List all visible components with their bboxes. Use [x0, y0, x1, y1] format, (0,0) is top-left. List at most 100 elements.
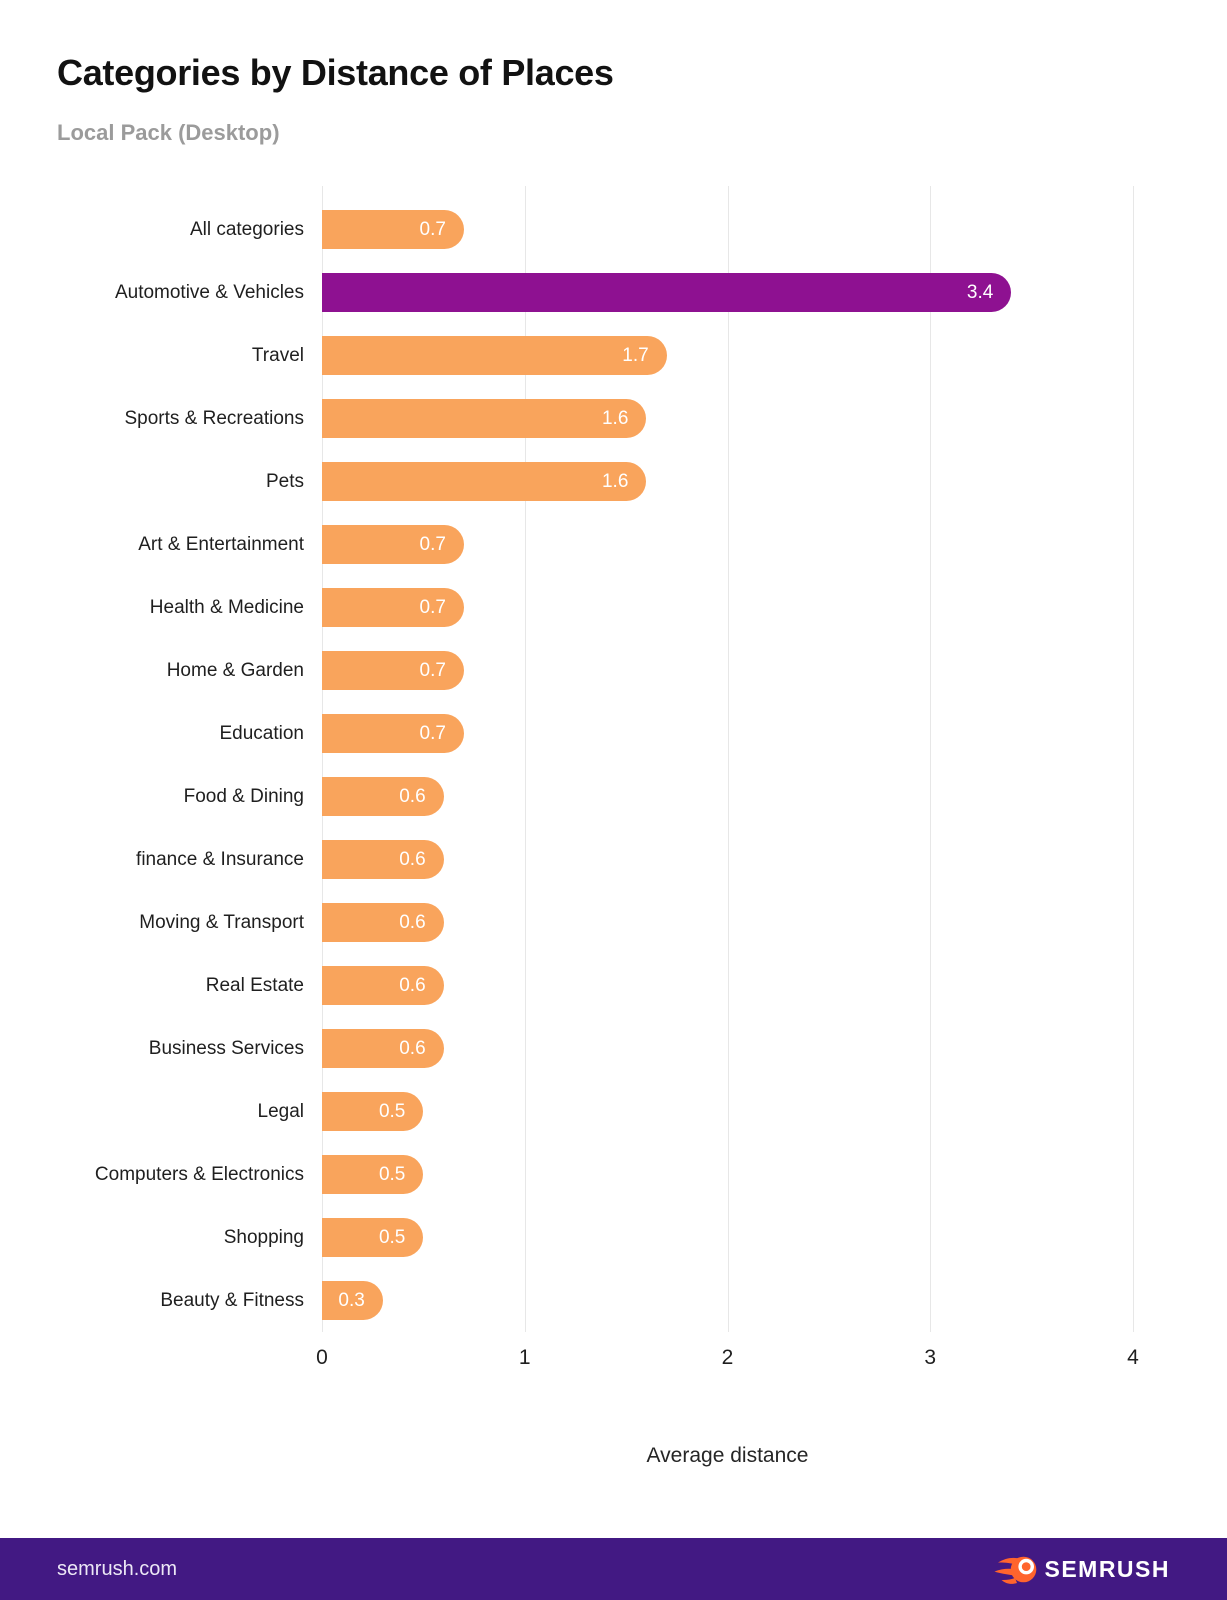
- category-row: Business Services 0.6: [57, 1017, 1133, 1080]
- bar-value-label: 0.6: [399, 1037, 426, 1059]
- bar-value-label: 0.7: [419, 596, 446, 618]
- bar: 1.6: [322, 399, 647, 438]
- category-label: Health & Medicine: [149, 596, 304, 618]
- bar: 0.6: [322, 777, 444, 816]
- category-row: Computers & Electronics 0.5: [57, 1143, 1133, 1206]
- bar-chart: All categories 0.7 Automotive & Vehicles 3.…: [57, 186, 1139, 1468]
- bar: 0.6: [322, 966, 444, 1005]
- bar: 0.7: [322, 588, 464, 627]
- bar-track: 0.7: [322, 651, 1133, 690]
- semrush-logo: SEMRUSH: [994, 1553, 1170, 1586]
- bar-track: 0.6: [322, 840, 1133, 879]
- category-label: Computers & Electronics: [94, 1163, 304, 1185]
- bar-track: 1.6: [322, 399, 1133, 438]
- bar-track: 0.5: [322, 1218, 1133, 1257]
- chart-header: Categories by Distance of Places Local P…: [0, 0, 1227, 146]
- bar: 0.7: [322, 525, 464, 564]
- category-row: Pets 1.6: [57, 450, 1133, 513]
- bar-value-label: 0.6: [399, 785, 426, 807]
- bar-value-label: 0.7: [419, 659, 446, 681]
- bar-track: 0.6: [322, 1029, 1133, 1068]
- bar: 0.7: [322, 210, 464, 249]
- bar-track: 1.6: [322, 462, 1133, 501]
- category-label: Legal: [257, 1100, 305, 1122]
- category-label: Art & Entertainment: [138, 533, 304, 555]
- x-tick-4: 4: [1127, 1346, 1139, 1369]
- category-label: finance & Insurance: [136, 848, 304, 870]
- x-tick-1: 1: [518, 1346, 531, 1369]
- semrush-wordmark: SEMRUSH: [1044, 1555, 1170, 1582]
- grid-layer: [322, 186, 1134, 1332]
- bar: 1.7: [322, 336, 667, 375]
- category-label: Travel: [251, 344, 304, 366]
- category-row: Beauty & Fitness 0.3: [57, 1269, 1133, 1332]
- x-tick-2: 2: [721, 1346, 734, 1369]
- category-label: All categories: [189, 218, 304, 240]
- category-label: Sports & Recreations: [124, 407, 304, 429]
- bar-value-label: 3.4: [966, 281, 994, 303]
- bar-value-label: 0.6: [399, 911, 426, 933]
- bar: 0.6: [322, 1029, 444, 1068]
- bar-track: 3.4: [322, 273, 1133, 312]
- category-row: Food & Dining 0.6: [57, 765, 1133, 828]
- bar: 0.7: [322, 714, 464, 753]
- x-axis-label: Average distance: [646, 1444, 809, 1467]
- bar-value-label: 1.7: [622, 344, 649, 366]
- bar-value-label: 0.7: [419, 722, 446, 744]
- category-label: Business Services: [148, 1037, 304, 1059]
- category-label: Beauty & Fitness: [160, 1289, 304, 1311]
- bar-track: 0.7: [322, 525, 1133, 564]
- gridline-3: [930, 186, 932, 1332]
- bar: 0.5: [322, 1092, 424, 1131]
- bar-value-label: 0.6: [399, 974, 426, 996]
- bar-track: 0.6: [322, 903, 1133, 942]
- bar: 0.6: [322, 840, 444, 879]
- category-label: Automotive & Vehicles: [114, 281, 304, 303]
- footer-bar: semrush.com SEMRUSH: [0, 1538, 1227, 1600]
- x-axis-label-row: Average distance: [322, 1444, 1133, 1468]
- x-tick-3: 3: [924, 1346, 937, 1369]
- bar: 0.5: [322, 1218, 424, 1257]
- bar-track: 0.6: [322, 966, 1133, 1005]
- bar-track: 0.5: [322, 1092, 1133, 1131]
- category-label: Real Estate: [205, 974, 304, 996]
- bar-value-label: 0.3: [338, 1289, 365, 1311]
- bar-value-label: 1.6: [601, 407, 629, 429]
- bar-track: 1.7: [322, 336, 1133, 375]
- category-label: Home & Garden: [166, 659, 304, 681]
- bar-value-label: 0.5: [378, 1163, 406, 1185]
- bar-track: 0.7: [322, 210, 1133, 249]
- bar-value-label: 0.5: [378, 1100, 406, 1122]
- category-row: Travel 1.7: [57, 324, 1133, 387]
- gridline-1: [524, 186, 526, 1332]
- bar-highlighted: 3.4: [322, 273, 1012, 312]
- category-label: Education: [219, 722, 304, 744]
- category-row: Sports & Recreations 1.6: [57, 387, 1133, 450]
- category-row: Education 0.7: [57, 702, 1133, 765]
- category-row: Home & Garden 0.7: [57, 639, 1133, 702]
- category-row: Art & Entertainment 0.7: [57, 513, 1133, 576]
- bar-value-label: 0.7: [419, 218, 446, 240]
- category-row: All categories 0.7: [57, 198, 1133, 261]
- gridline-0: [322, 186, 323, 1332]
- chart-rows: All categories 0.7 Automotive & Vehicles 3.…: [57, 198, 1133, 1332]
- category-row: Health & Medicine 0.7: [57, 576, 1133, 639]
- bar-track: 0.7: [322, 714, 1133, 753]
- bar-value-label: 0.7: [419, 533, 446, 555]
- chart-title: Categories by Distance of Places: [57, 52, 614, 93]
- semrush-flame-icon: [994, 1556, 1037, 1584]
- category-label: Shopping: [223, 1226, 304, 1248]
- bar-track: 0.7: [322, 588, 1133, 627]
- category-row: finance & Insurance 0.6: [57, 828, 1133, 891]
- bar-track: 0.3: [322, 1281, 1133, 1320]
- bar-track: 0.5: [322, 1155, 1133, 1194]
- category-label: Moving & Transport: [139, 911, 304, 933]
- bar-value-label: 0.5: [378, 1226, 406, 1248]
- gridline-2: [727, 186, 729, 1332]
- category-row: Real Estate 0.6: [57, 954, 1133, 1017]
- x-tick-0: 0: [316, 1346, 328, 1369]
- category-label: Pets: [265, 470, 304, 492]
- category-row: Legal 0.5: [57, 1080, 1133, 1143]
- bar-value-label: 0.6: [399, 848, 426, 870]
- bar-value-label: 1.6: [601, 470, 629, 492]
